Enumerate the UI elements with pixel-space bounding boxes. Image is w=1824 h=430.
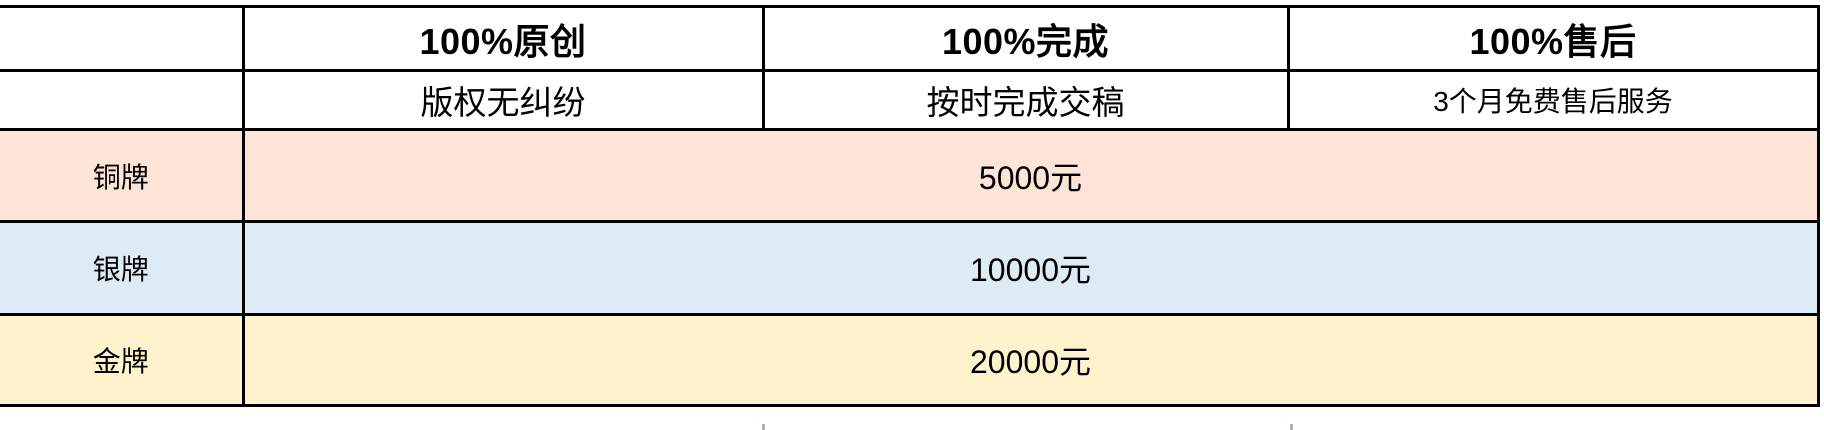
pricing-table: 100%原创 100%完成 100%售后 版权无纠纷 按时完成交稿 3个月免费售… — [0, 5, 1820, 407]
tier-name-gold: 金牌 — [0, 314, 245, 407]
tier-row-bronze: 铜牌 5000元 — [0, 129, 1820, 223]
header-cell-original: 100%原创 — [243, 5, 765, 72]
tier-name-bronze: 铜牌 — [0, 129, 245, 223]
gridline-tick-right — [1290, 424, 1293, 430]
tier-price-gold: 20000元 — [243, 314, 1820, 407]
subheader-cell-empty — [0, 70, 245, 131]
header-row: 100%原创 100%完成 100%售后 — [0, 5, 1820, 72]
header-cell-empty — [0, 5, 245, 72]
header-cell-completion: 100%完成 — [763, 5, 1290, 72]
subheader-cell-copyright: 版权无纠纷 — [243, 70, 765, 131]
tier-price-bronze: 5000元 — [243, 129, 1820, 223]
tier-row-silver: 银牌 10000元 — [0, 221, 1820, 316]
tier-price-silver: 10000元 — [243, 221, 1820, 316]
subheader-cell-service: 3个月免费售后服务 — [1288, 70, 1820, 131]
header-cell-aftersale: 100%售后 — [1288, 5, 1820, 72]
subheader-row: 版权无纠纷 按时完成交稿 3个月免费售后服务 — [0, 70, 1820, 131]
tier-row-gold: 金牌 20000元 — [0, 314, 1820, 407]
tier-name-silver: 银牌 — [0, 221, 245, 316]
gridline-tick-left — [762, 424, 765, 430]
subheader-cell-ontime: 按时完成交稿 — [763, 70, 1290, 131]
